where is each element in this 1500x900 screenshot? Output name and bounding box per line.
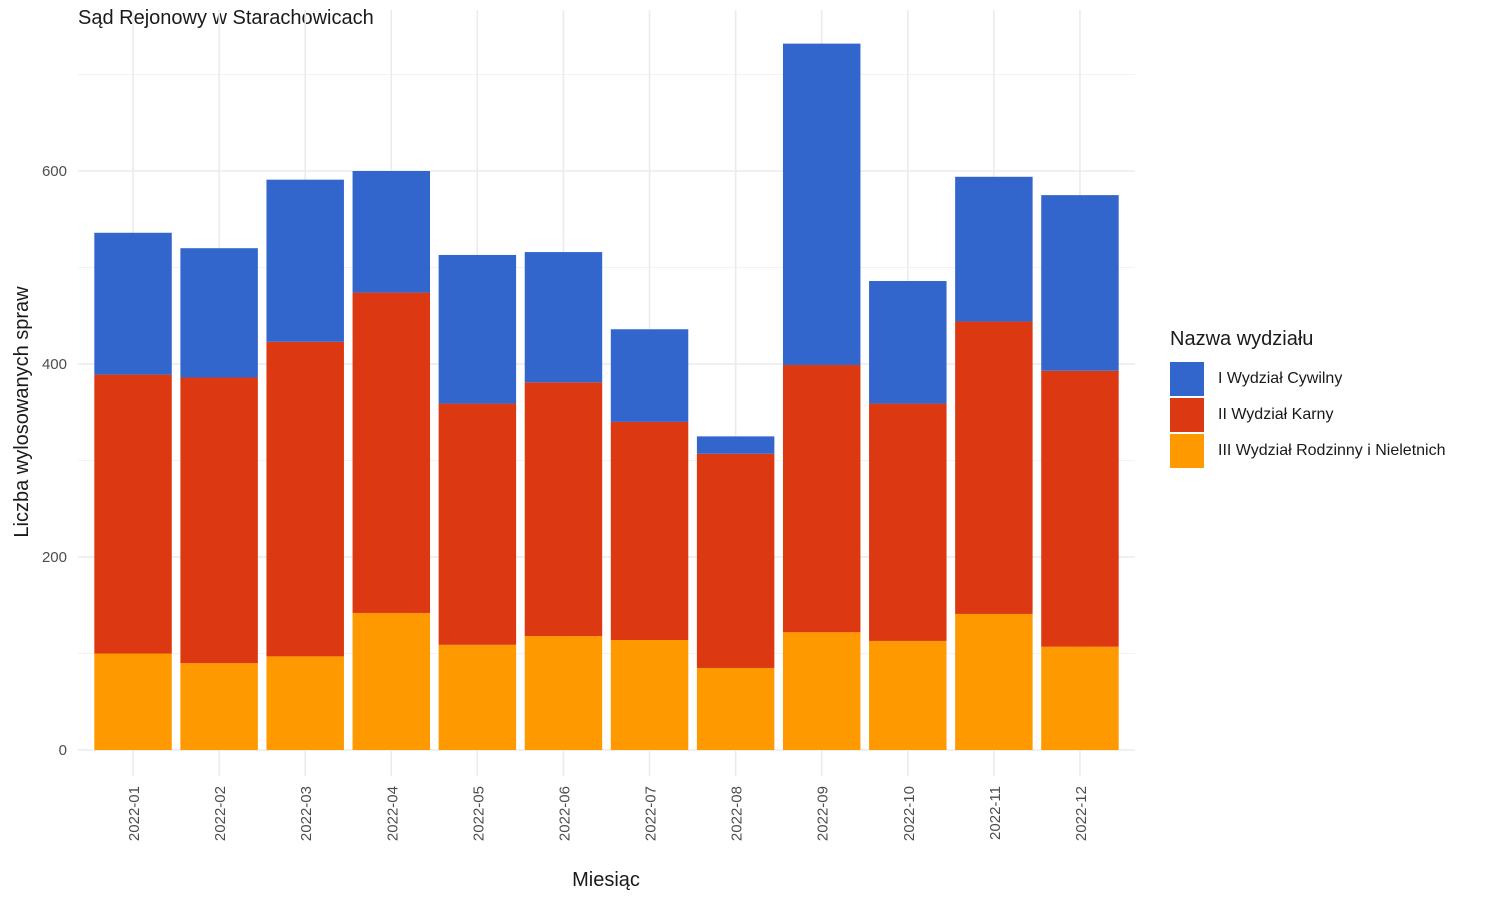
bar-segment xyxy=(180,377,258,664)
bar-segment xyxy=(352,612,431,750)
bar-segment xyxy=(1041,370,1119,647)
y-axis-label: Liczba wylosowanych spraw xyxy=(11,286,33,538)
bar-segment xyxy=(524,252,603,383)
bar-segment xyxy=(524,636,603,750)
bars xyxy=(94,43,1119,750)
x-tick-label: 2022-11 xyxy=(987,786,1004,840)
legend-item: I Wydział Cywilny xyxy=(1170,361,1446,397)
bar-segment xyxy=(352,171,431,293)
legend-title: Nazwa wydziału xyxy=(1170,328,1314,350)
bar-segment xyxy=(696,453,775,668)
bar-segment xyxy=(180,248,258,378)
bar-segment xyxy=(524,382,603,637)
x-tick-label: 2022-08 xyxy=(729,786,746,841)
legend-key xyxy=(1170,398,1204,432)
y-tick-label: 600 xyxy=(42,163,67,180)
legend-item: III Wydział Rodzinny i Nieletnich xyxy=(1170,433,1446,469)
bar-segment xyxy=(955,176,1033,322)
legend-label: I Wydział Cywilny xyxy=(1218,370,1343,387)
bar-segment xyxy=(1041,195,1119,371)
bar-segment xyxy=(266,656,344,750)
x-tick-label: 2022-09 xyxy=(815,786,832,841)
x-tick-label: 2022-10 xyxy=(901,786,918,841)
x-tick-label: 2022-07 xyxy=(643,786,660,841)
legend-items: I Wydział Cywilny II Wydział Karny III Wyd… xyxy=(1170,361,1446,469)
bar-segment xyxy=(782,364,861,633)
bar-segment xyxy=(610,421,689,640)
y-tick-label: 0 xyxy=(59,742,67,759)
legend-key xyxy=(1170,434,1204,468)
bar-segment xyxy=(266,341,344,657)
bar-segment xyxy=(94,653,172,750)
bar-segment xyxy=(438,254,517,404)
y-axis: 0 200 400 600 xyxy=(42,163,67,759)
x-axis-label: Miesiąc xyxy=(572,869,640,891)
bar-segment xyxy=(94,374,172,654)
bar-segment xyxy=(869,281,947,404)
chart-title: Sąd Rejonowy w Starachowicach xyxy=(78,7,374,29)
bar-segment xyxy=(869,640,947,750)
x-tick-label: 2022-06 xyxy=(556,786,573,841)
bar-segment xyxy=(94,232,172,375)
x-axis: 2022-01 2022-02 2022-03 2022-04 2022-05 2022-… xyxy=(126,786,1090,841)
bar-segment xyxy=(1041,646,1119,750)
legend: Nazwa wydziału I Wydział Cywilny II Wydzi… xyxy=(1170,328,1446,469)
legend-key xyxy=(1170,362,1204,396)
x-tick-label: 2022-05 xyxy=(470,786,487,841)
legend-label: III Wydział Rodzinny i Nieletnich xyxy=(1218,442,1446,459)
x-tick-label: 2022-03 xyxy=(298,786,315,841)
bar-segment xyxy=(955,613,1033,750)
bar-segment xyxy=(180,663,258,750)
bar-segment xyxy=(610,329,689,422)
x-tick-label: 2022-12 xyxy=(1073,786,1090,841)
bar-segment xyxy=(696,436,775,454)
bar-segment xyxy=(352,292,431,613)
x-tick-label: 2022-02 xyxy=(212,786,229,841)
x-tick-label: 2022-01 xyxy=(126,786,143,841)
bar-segment xyxy=(610,639,689,750)
x-tick-label: 2022-04 xyxy=(384,786,401,841)
bar-segment xyxy=(696,667,775,750)
legend-label: II Wydział Karny xyxy=(1218,406,1334,423)
y-tick-label: 400 xyxy=(42,356,67,373)
bar-segment xyxy=(438,403,517,645)
legend-item: II Wydział Karny xyxy=(1170,397,1446,433)
bar-segment xyxy=(782,43,861,365)
bar-segment xyxy=(782,632,861,750)
bar-segment xyxy=(438,644,517,750)
bar-segment xyxy=(266,179,344,342)
y-tick-label: 200 xyxy=(42,549,67,566)
bar-segment xyxy=(869,403,947,641)
bar-segment xyxy=(955,321,1033,614)
